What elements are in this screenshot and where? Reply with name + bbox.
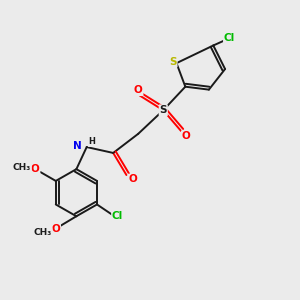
- Text: S: S: [169, 57, 177, 67]
- Text: O: O: [134, 85, 142, 95]
- Text: H: H: [88, 137, 95, 146]
- Text: S: S: [160, 105, 167, 115]
- Text: O: O: [128, 174, 137, 184]
- Text: CH₃: CH₃: [33, 228, 52, 237]
- Text: O: O: [182, 131, 190, 141]
- Text: CH₃: CH₃: [13, 163, 31, 172]
- Text: O: O: [51, 224, 60, 235]
- Text: Cl: Cl: [112, 211, 123, 221]
- Text: Cl: Cl: [224, 33, 235, 43]
- Text: N: N: [74, 141, 82, 151]
- Text: O: O: [31, 164, 40, 174]
